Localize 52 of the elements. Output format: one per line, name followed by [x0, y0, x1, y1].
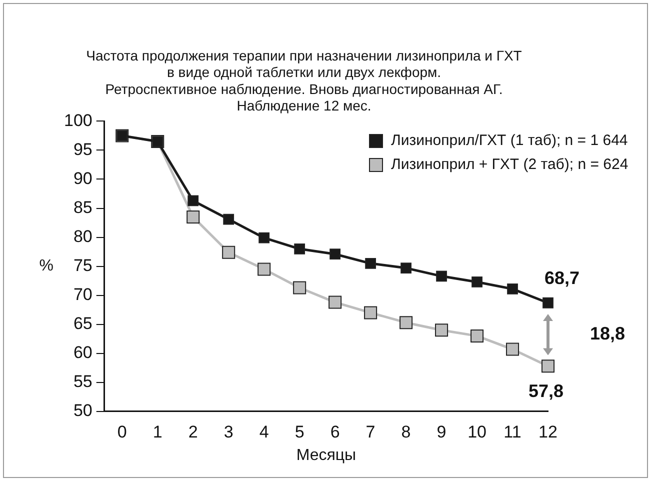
point: [364, 306, 378, 320]
point: [328, 296, 342, 309]
point: [400, 316, 413, 330]
point: [542, 297, 554, 308]
y-tick-label: 90: [73, 168, 92, 188]
y-tick-label: 95: [73, 140, 92, 159]
x-tick-label: 1: [152, 422, 162, 442]
x-tick-label: 3: [224, 422, 234, 442]
point: [400, 262, 412, 274]
x-tick-label: 5: [294, 422, 304, 442]
point: [470, 329, 484, 342]
point: [186, 210, 200, 224]
point: [435, 324, 448, 337]
x-tick-label: 9: [436, 422, 446, 442]
y-tick-label: 70: [73, 285, 92, 304]
x-tick-label: 7: [366, 422, 376, 442]
point: [507, 283, 518, 294]
point: [222, 246, 236, 259]
point: [506, 342, 520, 356]
point: [330, 248, 341, 260]
point: [541, 360, 555, 373]
point: [293, 281, 306, 294]
point: [223, 214, 234, 225]
x-tick-label: 2: [188, 422, 198, 442]
annotation: 57,8: [528, 381, 564, 402]
x-tick-label: 6: [330, 422, 340, 442]
text: 18,8: [590, 323, 626, 344]
point: [294, 243, 306, 254]
y-tick-label: 85: [73, 198, 92, 217]
x-tick-label: 10: [468, 422, 486, 442]
y-tick-label: 80: [73, 226, 92, 246]
y-tick-label: 55: [73, 372, 92, 392]
annotation: 68,7: [544, 268, 580, 288]
point: [258, 232, 270, 244]
y-tick-label: 75: [73, 256, 92, 275]
legend-label: Лизиноприл + ГХТ (2 таб); n = 624: [391, 155, 628, 176]
point: [258, 262, 271, 276]
x-tick-label: 12: [538, 422, 558, 442]
point: [472, 276, 482, 288]
y-tick-label: 50: [73, 401, 92, 420]
x-axis-title: Месяцы: [296, 446, 356, 464]
y-tick-label: 60: [73, 343, 92, 362]
y-tick-label: 65: [73, 314, 92, 334]
point: [436, 270, 447, 282]
x-tick-label: 4: [259, 422, 269, 442]
point: [365, 258, 376, 269]
x-tick-label: 0: [117, 422, 127, 442]
point: [188, 195, 199, 206]
legend-label: Лизиноприл/ГХТ (1 таб); n = 1 644: [391, 131, 628, 152]
y-axis-title: %: [39, 258, 54, 275]
x-tick-label: 8: [401, 422, 411, 442]
x-tick-label: 11: [504, 422, 522, 442]
